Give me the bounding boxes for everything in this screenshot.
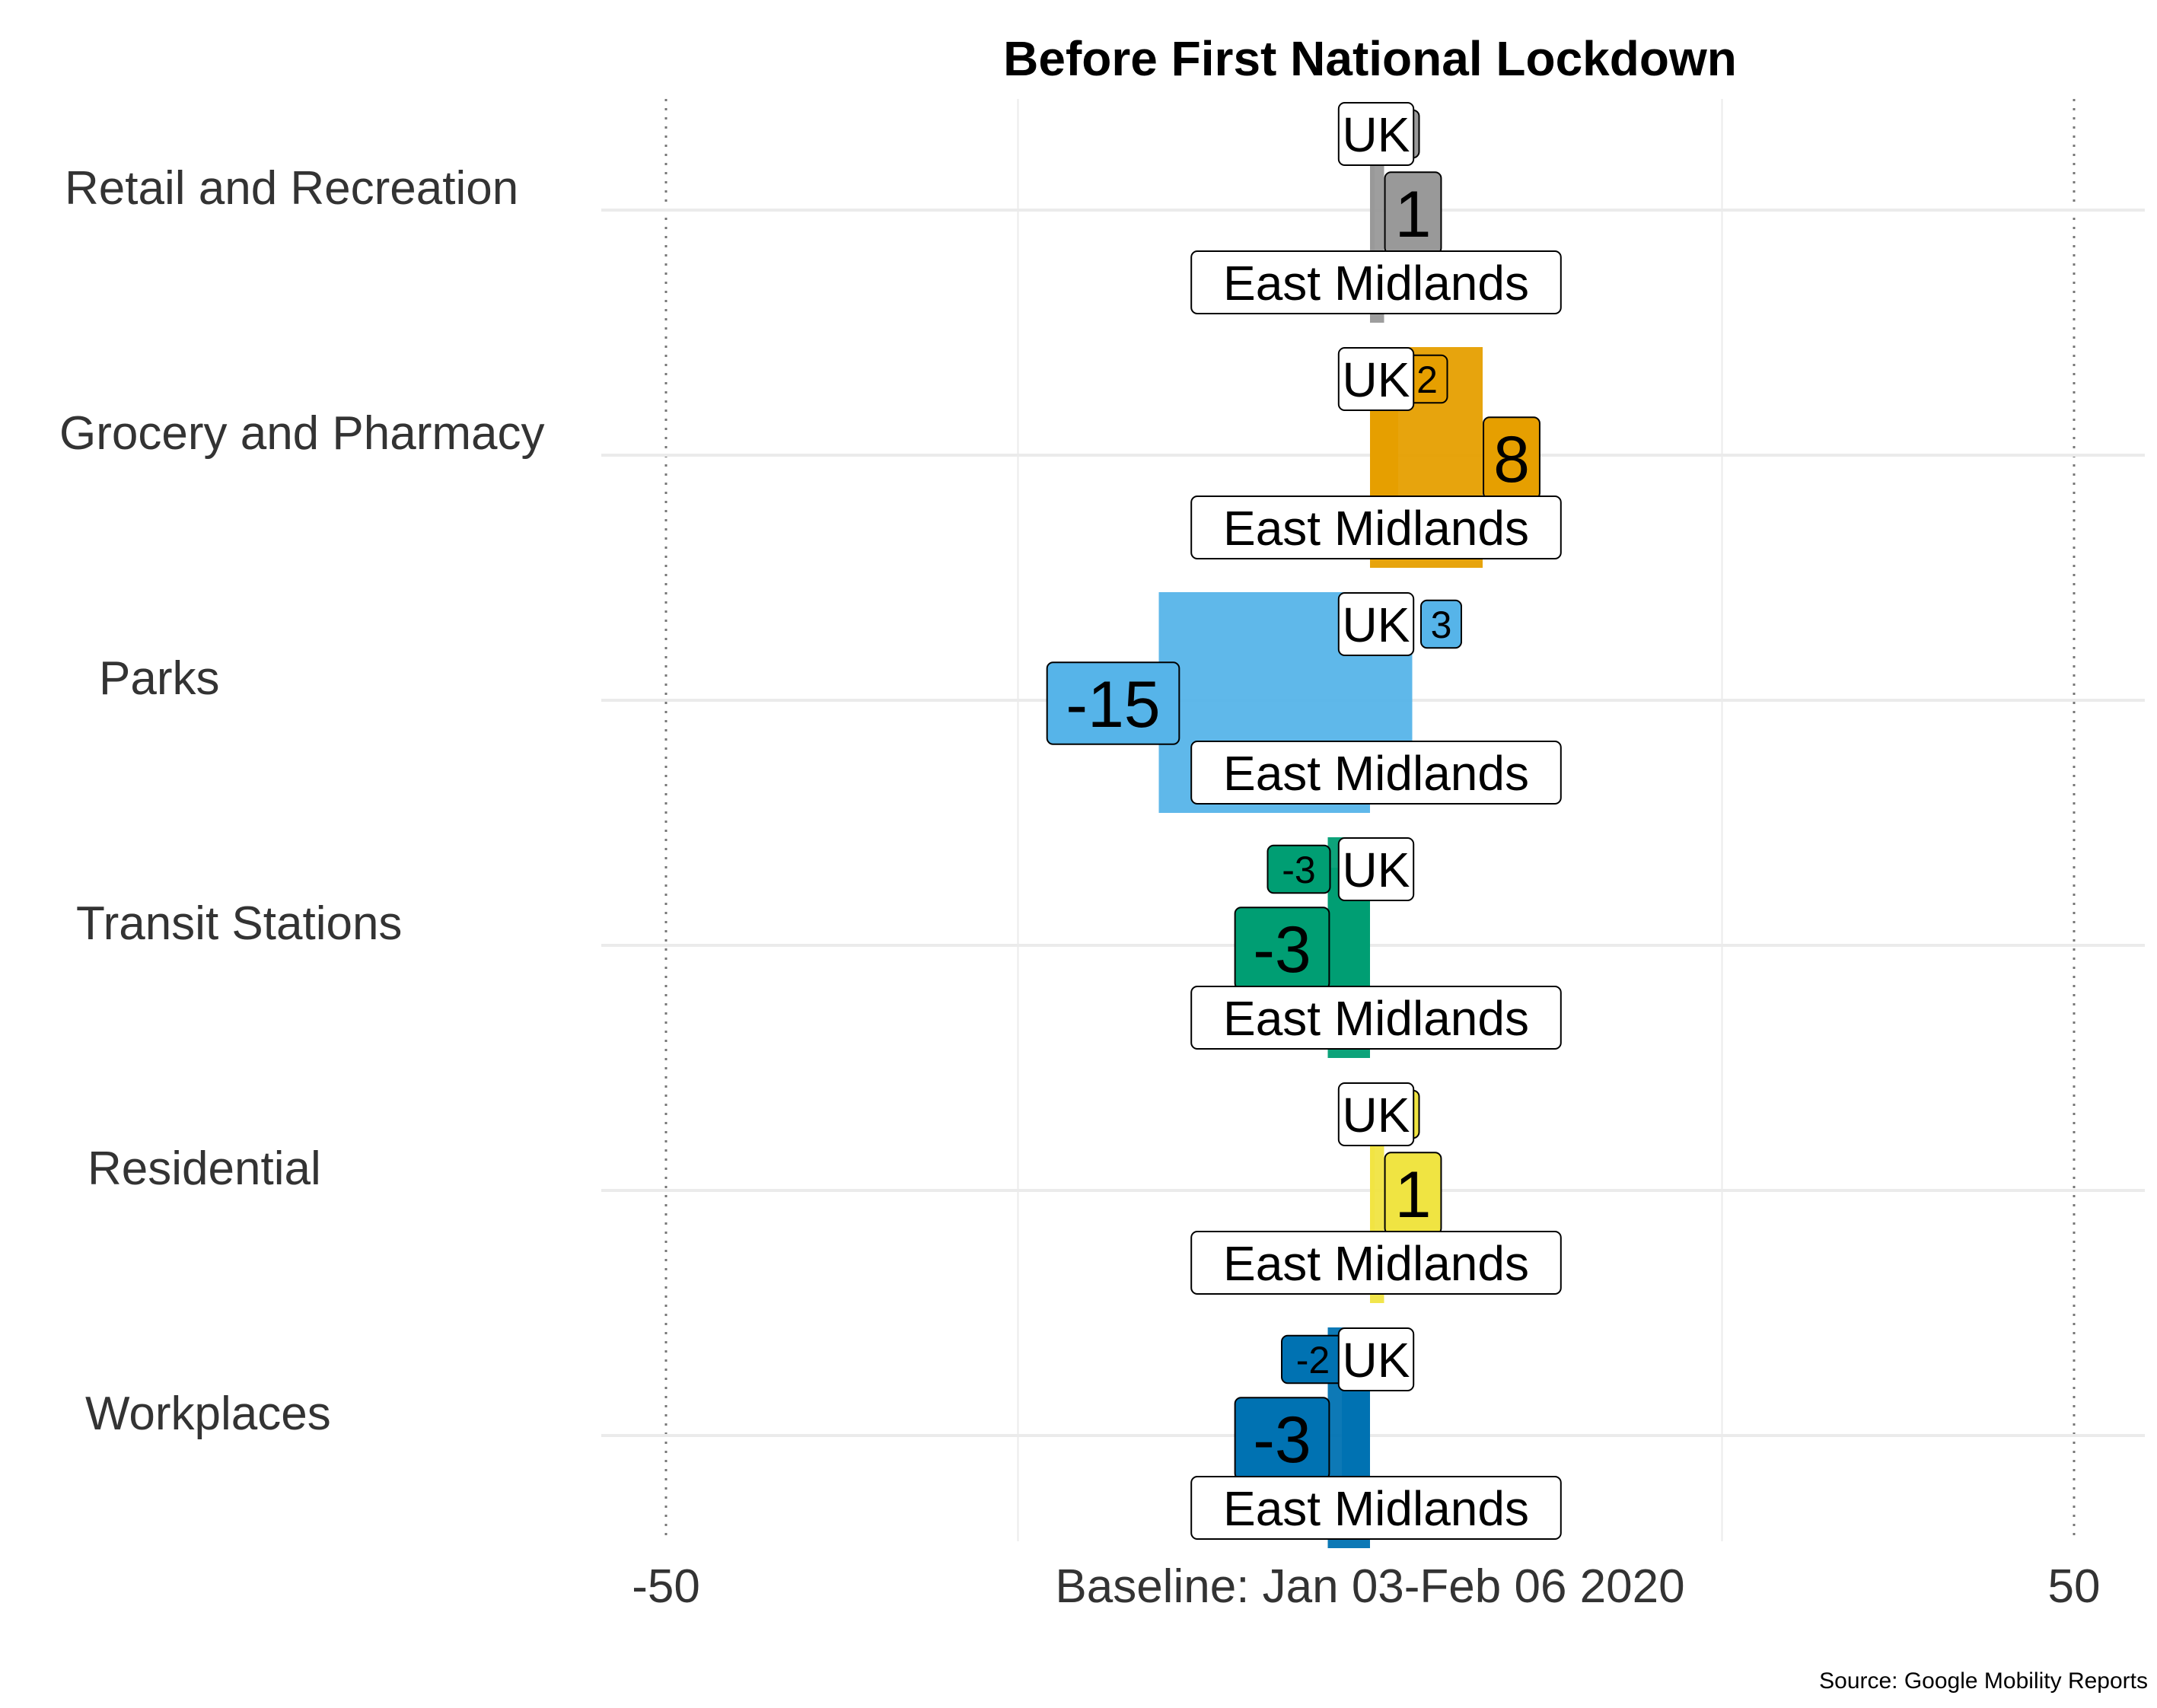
category-label: Workplaces (85, 1388, 331, 1440)
category-label: Grocery and Pharmacy (59, 407, 544, 460)
east-midlands-name-label: East Midlands (1190, 1231, 1562, 1295)
east-midlands-name-label-text: East Midlands (1223, 991, 1529, 1046)
east-midlands-value-label: 8 (1483, 416, 1540, 500)
x-axis-label: Baseline: Jan 03-Feb 06 2020 (1055, 1560, 1684, 1613)
uk-name-label-text: UK (1343, 1333, 1410, 1388)
east-midlands-name-label-box (1190, 250, 1562, 314)
east-midlands-name-label-box (1190, 1476, 1562, 1540)
uk-name-label-box (1337, 1327, 1415, 1391)
bar-uk (1370, 132, 1375, 292)
uk-name-label-box (1337, 347, 1415, 411)
uk-name-label: UK (1337, 347, 1415, 411)
east-midlands-name-label-text: East Midlands (1223, 501, 1529, 556)
uk-name-label: UK (1337, 592, 1415, 656)
east-midlands-value-label: -3 (1234, 907, 1330, 990)
category-label: Residential (88, 1142, 321, 1195)
east-midlands-name-label-text: East Midlands (1223, 256, 1529, 311)
uk-name-label-text: UK (1343, 843, 1410, 897)
east-midlands-value-label: -15 (1046, 661, 1180, 745)
east-midlands-name-label-text: East Midlands (1223, 1481, 1529, 1536)
x-tick-label: 50 (2048, 1560, 2101, 1613)
uk-name-label-box (1337, 102, 1415, 166)
uk-value-label: -3 (1266, 844, 1331, 894)
uk-name-label: UK (1337, 837, 1415, 901)
east-midlands-value-label: 1 (1384, 1152, 1442, 1235)
east-midlands-value-label: -3 (1234, 1397, 1330, 1480)
uk-name-label-text: UK (1343, 1088, 1410, 1142)
uk-name-label-box (1337, 1082, 1415, 1146)
uk-name-label: UK (1337, 1327, 1415, 1391)
east-midlands-name-label: East Midlands (1190, 741, 1562, 805)
bars (1158, 102, 1483, 1548)
uk-name-label: UK (1337, 1082, 1415, 1146)
uk-value-label: 2 (1406, 354, 1448, 404)
east-midlands-name-label-text: East Midlands (1223, 1236, 1529, 1291)
category-labels: Retail and Recreation Grocery and Pharmac… (59, 162, 544, 1440)
uk-name-label-box (1337, 837, 1415, 901)
east-midlands-name-label-box (1190, 741, 1562, 805)
uk-value-label-text: 2 (1416, 358, 1438, 401)
east-midlands-name-label: East Midlands (1190, 496, 1562, 559)
category-label: Retail and Recreation (65, 162, 518, 215)
uk-name-label: UK (1337, 102, 1415, 166)
source-note: Source: Google Mobility Reports (1819, 1668, 2148, 1694)
uk-value-label-text: 3 (1431, 604, 1452, 646)
east-midlands-name-label-box (1190, 1231, 1562, 1295)
uk-value-label-box (1266, 844, 1331, 894)
east-midlands-value-label-text: -15 (1066, 668, 1160, 741)
east-midlands-value-label-text: 1 (1395, 178, 1432, 251)
bar-uk (1370, 1113, 1375, 1273)
east-midlands-value-label-text: -3 (1253, 1404, 1311, 1477)
east-midlands-name-label-box (1190, 986, 1562, 1050)
x-tick-labels: -50 50 (632, 1560, 2100, 1613)
x-tick-label: -50 (632, 1560, 700, 1613)
uk-name-label-text: UK (1343, 597, 1410, 652)
east-midlands-value-label-text: 1 (1395, 1158, 1432, 1232)
east-midlands-name-label: East Midlands (1190, 1476, 1562, 1540)
east-midlands-value-label-box (1046, 661, 1180, 745)
uk-name-label-text: UK (1343, 352, 1410, 407)
east-midlands-value-label: 1 (1384, 171, 1442, 255)
category-label: Parks (99, 652, 219, 705)
uk-name-label-box (1337, 592, 1415, 656)
east-midlands-name-label: East Midlands (1190, 250, 1562, 314)
category-label: Transit Stations (76, 897, 402, 950)
uk-value-label: 3 (1420, 599, 1462, 649)
east-midlands-name-label: East Midlands (1190, 986, 1562, 1050)
uk-name-label-text: UK (1343, 107, 1410, 162)
uk-value-label: -2 (1281, 1334, 1345, 1385)
east-midlands-value-label-text: 8 (1493, 423, 1530, 496)
uk-value-label-box (1420, 599, 1462, 649)
chart-title: Before First National Lockdown (1003, 31, 1737, 86)
east-midlands-name-label-box (1190, 496, 1562, 559)
uk-value-label-text: -2 (1296, 1339, 1330, 1381)
uk-value-label-text: -3 (1282, 849, 1315, 891)
east-midlands-value-label-text: -3 (1253, 913, 1311, 986)
east-midlands-name-label-text: East Midlands (1223, 746, 1529, 801)
